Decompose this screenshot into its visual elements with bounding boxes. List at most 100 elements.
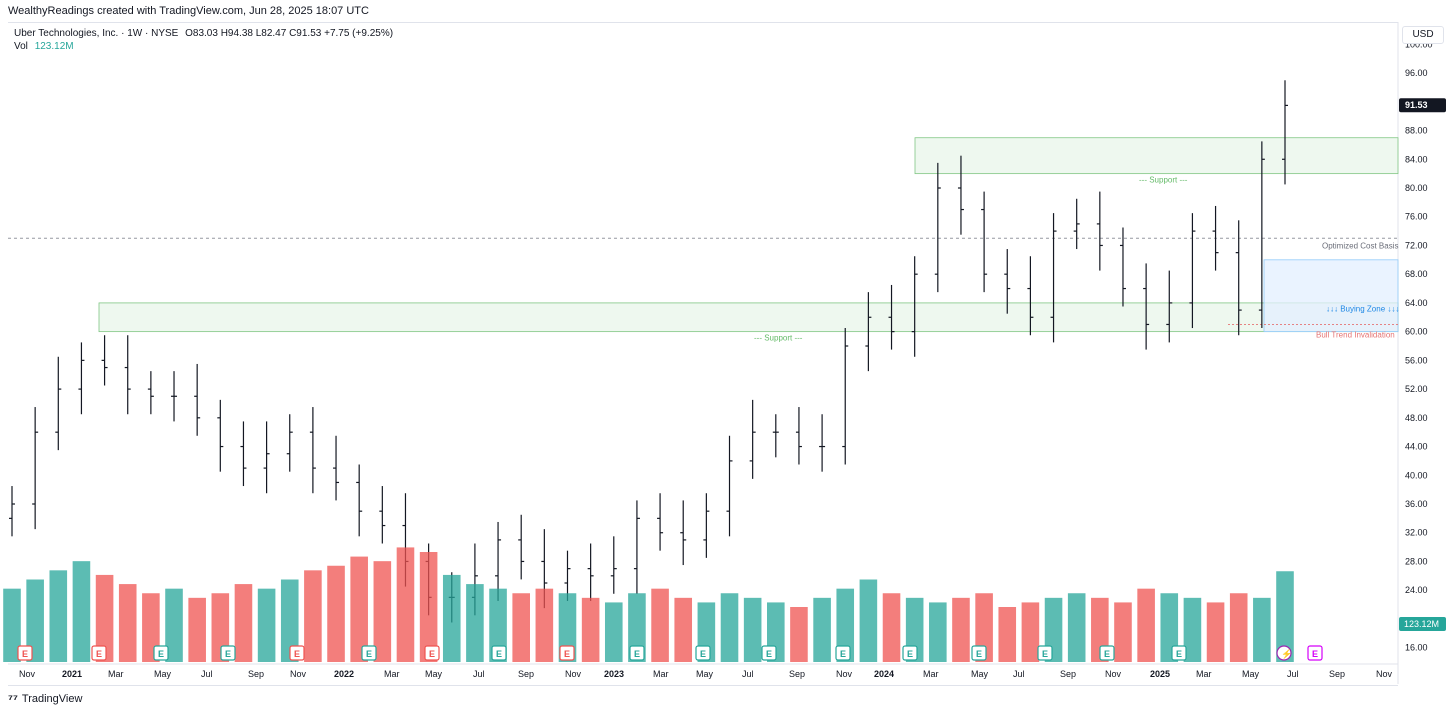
time-axis-label: Sep [789,669,805,679]
earnings-event-icon[interactable] [361,645,377,661]
time-axis-label: Sep [248,669,264,679]
volume-bar [350,556,368,662]
time-axis-label: Jul [473,669,485,679]
y-tick-label: 24.00 [1405,585,1428,595]
earnings-event-icon[interactable] [91,645,107,661]
event-label: E [1312,649,1318,659]
volume-bar [720,593,739,662]
event-label: E [158,649,164,659]
time-axis-label: Nov [565,669,582,679]
support_upper-zone[interactable] [914,137,1399,175]
earnings-event-icon[interactable] [559,645,575,661]
y-tick-label: 28.00 [1405,556,1428,566]
event-label: E [225,649,231,659]
volume-bar [373,561,392,662]
event-label: ⚡ [1281,648,1292,660]
volume-bar [535,588,554,662]
tradingview-logo-icon: ⁷⁷ [8,692,18,706]
earnings-event-icon[interactable] [902,645,918,661]
earnings-event-icon[interactable] [1037,645,1053,661]
event-label: E [496,649,502,659]
tradingview-brand: TradingView [21,693,83,705]
y-tick-label: 60.00 [1405,327,1428,337]
y-tick-label: 48.00 [1405,413,1428,423]
volume-bar [396,547,415,662]
volume-bar [3,588,21,662]
chart-legend: Uber Technologies, Inc. · 1W · NYSE O83.… [14,27,393,53]
event-label: E [22,649,28,659]
volume-bar [327,565,345,662]
time-axis-label: Jul [1013,669,1025,679]
currency-selector[interactable]: USD [1402,26,1444,44]
event-label: E [1176,649,1182,659]
earnings-event-icon[interactable] [761,645,777,661]
y-tick-label: 76.00 [1405,212,1428,222]
volume-bar [72,561,91,662]
earnings-event-icon[interactable] [1307,645,1323,661]
event-label: E [429,649,435,659]
volume-bar [674,597,693,662]
time-axis-label: May [1242,669,1260,679]
y-tick-label: 68.00 [1405,269,1428,279]
time-axis-label: Jul [201,669,213,679]
earnings-event-icon[interactable] [1171,645,1187,661]
earnings-event-icon[interactable] [289,645,305,661]
support-upper-label: --- Support --- [1139,175,1188,184]
y-tick-label: 16.00 [1405,643,1428,653]
volume-bar [1253,597,1271,662]
volume-bar [1021,602,1040,662]
support_lower-zone[interactable] [98,302,1399,333]
volume-bar [1183,597,1202,662]
earnings-event-icon[interactable] [835,645,851,661]
volume-bar [304,570,322,662]
earnings-event-icon[interactable] [153,645,169,661]
buying-zone-label: ↓↓↓ Buying Zone ↓↓↓ [1326,305,1399,314]
volume-bar [188,597,206,662]
volume-bar [466,584,484,662]
y-tick-label: 64.00 [1405,298,1428,308]
buying_zone-zone[interactable] [1263,259,1399,333]
earnings-event-icon[interactable] [220,645,236,661]
symbol-line[interactable]: Uber Technologies, Inc. · 1W · NYSE [14,28,179,39]
volume-bar [628,593,646,662]
volume-bar [604,602,623,662]
y-tick-label: 52.00 [1405,384,1428,394]
time-axis-label: 2022 [334,669,354,679]
earnings-event-icon[interactable] [971,645,987,661]
volume-bar [558,593,577,662]
volume-bar [859,579,878,662]
y-tick-label: 96.00 [1405,68,1428,78]
time-axis-label: Mar [653,669,669,679]
earnings-event-icon[interactable] [424,645,440,661]
y-tick-label: 36.00 [1405,499,1428,509]
earnings-event-icon[interactable] [491,645,507,661]
volume-bar [118,584,137,662]
time-axis-label: Jul [1287,669,1299,679]
tradingview-footer: ⁷⁷ TradingView [8,692,82,706]
time-axis-label: Mar [923,669,939,679]
last-price-badge [1399,98,1446,113]
earnings-event-icon[interactable] [1099,645,1115,661]
time-axis-label: Sep [518,669,534,679]
ohlc-values: O83.03 H94.38 L82.47 C91.53 +7.75 (+9.25… [185,28,394,39]
volume-bar [1276,571,1294,662]
event-split-icon[interactable] [1276,645,1292,661]
volume-bar [952,597,970,662]
time-axis-label: 2024 [874,669,894,679]
time-axis-label: Nov [290,669,307,679]
time-axis-label: 2025 [1150,669,1170,679]
y-tick-label: 44.00 [1405,442,1428,452]
earnings-event-icon[interactable] [17,645,33,661]
support-lower-label: --- Support --- [754,333,803,342]
time-axis-label: Jul [742,669,754,679]
volume-bar [419,552,438,662]
volume-bar [489,588,507,662]
volume-bar [929,602,947,662]
volume-value: 123.12M [34,41,74,52]
earnings-event-icon[interactable] [629,645,645,661]
volume-bar [211,593,230,662]
earnings-event-icon[interactable] [695,645,711,661]
volume-bar [1137,588,1155,662]
event-label: E [564,649,570,659]
